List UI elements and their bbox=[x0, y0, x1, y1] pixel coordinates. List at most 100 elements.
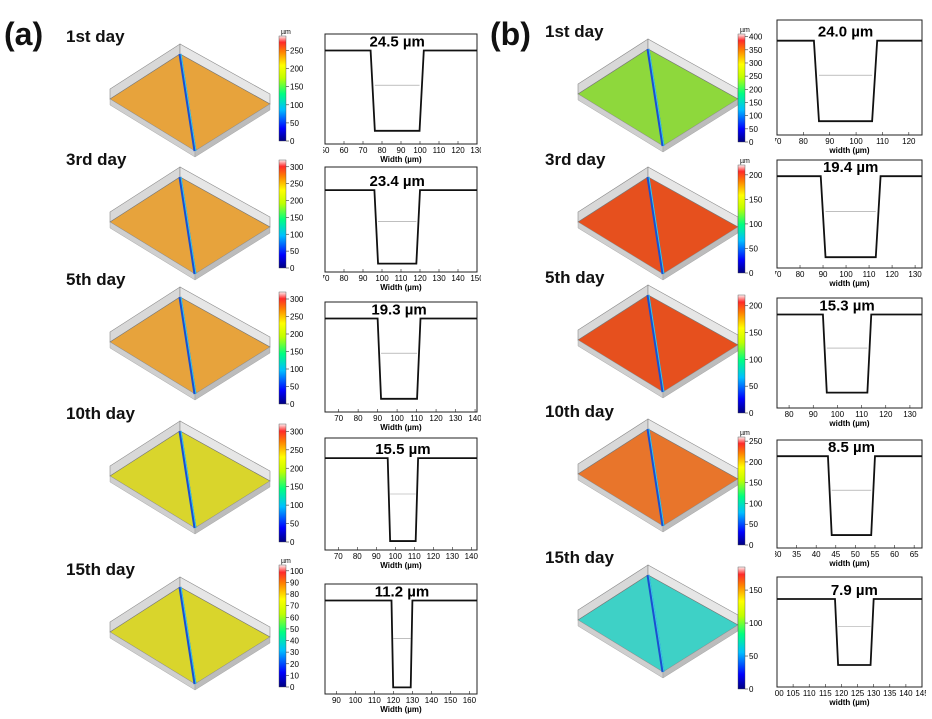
colorbar-tick-label: 250 bbox=[749, 437, 763, 446]
x-tick-label: 130 bbox=[432, 274, 446, 283]
x-tick-label: 160 bbox=[463, 696, 477, 705]
surface-3d-map bbox=[100, 282, 280, 402]
trench-width-label: 24.0 µm bbox=[818, 24, 873, 41]
x-tick-label: 140 bbox=[451, 274, 465, 283]
x-tick-label: 130 bbox=[449, 414, 463, 423]
panel-label: (b) bbox=[490, 16, 531, 52]
depth-profile-chart: 15.5 µm 70 80 90 100 110 120 130 140 Width (µm) bbox=[323, 436, 481, 570]
depth-profile-chart: 19.4 µm 70 80 90 100 110 120 130 width (µm) bbox=[773, 158, 926, 288]
colorbar-tick-label: 100 bbox=[749, 499, 763, 508]
colorbar: µm 250 200 150 100 50 0 bbox=[277, 28, 319, 149]
depth-profile-chart: 7.9 µm 100105110115120125130135140145 widt… bbox=[770, 575, 929, 707]
x-tick-label: 120 bbox=[387, 696, 401, 705]
trench-width-label: 23.4 µm bbox=[370, 173, 425, 190]
colorbar-tick-label: 50 bbox=[290, 383, 299, 392]
colorbar-tick-label: 150 bbox=[290, 483, 304, 492]
day-label: 3rd day bbox=[66, 150, 127, 169]
colorbar-tick-label: 150 bbox=[749, 329, 763, 338]
x-tick-label: 80 bbox=[799, 137, 808, 146]
colorbar-tick-label: 0 bbox=[749, 269, 754, 278]
x-tick-label: 100 bbox=[775, 689, 784, 698]
colorbar: 300 250 200 150 100 50 0 bbox=[277, 152, 319, 276]
x-tick-label: 120 bbox=[835, 689, 849, 698]
x-tick-label: 140 bbox=[425, 696, 439, 705]
x-tick-label: 110 bbox=[408, 552, 421, 561]
x-axis-label: Width (µm) bbox=[380, 283, 422, 292]
x-tick-label: 110 bbox=[876, 137, 889, 146]
colorbar-tick-label: 50 bbox=[749, 125, 758, 134]
x-tick-label: 80 bbox=[785, 410, 794, 419]
colorbar-unit: µm bbox=[281, 29, 291, 36]
x-tick-label: 100 bbox=[849, 137, 863, 146]
x-tick-label: 130 bbox=[446, 552, 460, 561]
colorbar-tick-label: 250 bbox=[290, 46, 304, 55]
colorbar-tick-label: 150 bbox=[290, 348, 304, 357]
x-tick-label: 80 bbox=[354, 414, 363, 423]
colorbar-tick-label: 50 bbox=[290, 247, 299, 256]
x-tick-label: 120 bbox=[902, 137, 916, 146]
depth-profile-chart: 23.4 µm 70 80 90 100 110 120 130 140 150 Width (µm… bbox=[321, 165, 484, 292]
profile-line bbox=[325, 317, 477, 400]
day-label: 3rd day bbox=[545, 150, 606, 169]
x-tick-label: 130 bbox=[470, 146, 481, 155]
x-tick-label: 100 bbox=[413, 146, 427, 155]
x-tick-label: 100 bbox=[831, 410, 845, 419]
x-tick-label: 110 bbox=[433, 146, 446, 155]
day-label: 5th day bbox=[545, 268, 605, 287]
x-tick-label: 90 bbox=[397, 146, 406, 155]
colorbar-tick-label: 0 bbox=[290, 683, 295, 692]
trench-width-label: 24.5 µm bbox=[370, 34, 425, 51]
colorbar-tick-label: 100 bbox=[749, 619, 763, 628]
x-tick-label: 90 bbox=[373, 414, 382, 423]
colorbar-tick-label: 30 bbox=[290, 648, 299, 657]
x-tick-label: 100 bbox=[389, 552, 403, 561]
x-tick-label: 80 bbox=[340, 274, 349, 283]
colorbar-tick-label: 0 bbox=[290, 264, 295, 273]
x-axis-label: width (µm) bbox=[828, 559, 869, 568]
x-tick-label: 90 bbox=[359, 274, 368, 283]
colorbar-tick-label: 250 bbox=[290, 313, 304, 322]
x-tick-label: 110 bbox=[863, 270, 876, 279]
x-tick-label: 90 bbox=[332, 696, 341, 705]
depth-profile-chart: 24.0 µm 70 80 90 100 110 120 width (µm) bbox=[773, 18, 926, 155]
x-tick-label: 135 bbox=[883, 689, 897, 698]
colorbar-tick-label: 200 bbox=[749, 85, 763, 94]
x-tick-label: 145 bbox=[915, 689, 926, 698]
colorbar-tick-label: 200 bbox=[749, 302, 763, 311]
colorbar-tick-label: 60 bbox=[290, 613, 299, 622]
trench-width-label: 8.5 µm bbox=[828, 439, 875, 456]
colorbar: µm 200 150 100 50 0 bbox=[736, 157, 778, 281]
x-axis-label: width (µm) bbox=[828, 698, 869, 707]
colorbar-tick-label: 0 bbox=[290, 400, 295, 409]
colorbar-tick-label: 0 bbox=[290, 538, 295, 547]
x-tick-label: 45 bbox=[831, 550, 840, 559]
x-tick-label: 125 bbox=[851, 689, 865, 698]
x-tick-label: 65 bbox=[910, 550, 919, 559]
depth-profile-chart: 19.3 µm 70 80 90 100 110 120 130 140 Width (µm) bbox=[323, 300, 482, 432]
colorbar-tick-label: 100 bbox=[290, 230, 304, 239]
x-axis-label: Width (µm) bbox=[380, 705, 422, 714]
x-tick-label: 105 bbox=[786, 689, 800, 698]
colorbar: 300 250 200 150 100 50 0 bbox=[277, 416, 319, 550]
day-label: 10th day bbox=[545, 402, 614, 421]
x-tick-label: 130 bbox=[867, 689, 881, 698]
x-tick-label: 40 bbox=[812, 550, 821, 559]
colorbar-tick-label: 50 bbox=[290, 520, 299, 529]
colorbar-tick-label: 350 bbox=[749, 46, 763, 55]
panel-label: (a) bbox=[4, 16, 44, 52]
x-tick-label: 120 bbox=[879, 410, 893, 419]
colorbar-tick-label: 100 bbox=[749, 220, 763, 229]
x-axis-label: Width (µm) bbox=[380, 423, 422, 432]
x-tick-label: 55 bbox=[871, 550, 880, 559]
colorbar-tick-label: 100 bbox=[749, 355, 763, 364]
colorbar-tick-label: 50 bbox=[749, 244, 758, 253]
colorbar-tick-label: 150 bbox=[749, 98, 763, 107]
x-tick-label: 80 bbox=[353, 552, 362, 561]
profile-line bbox=[777, 455, 922, 536]
colorbar-tick-label: 0 bbox=[749, 409, 754, 418]
colorbar-tick-label: 250 bbox=[290, 446, 304, 455]
colorbar-tick-label: 0 bbox=[749, 541, 754, 550]
colorbar-tick-label: 50 bbox=[749, 520, 758, 529]
colorbar-tick-label: 300 bbox=[290, 427, 304, 436]
depth-profile-chart: 15.3 µm 80 90 100 110 120 130 width (µm) bbox=[775, 296, 926, 428]
